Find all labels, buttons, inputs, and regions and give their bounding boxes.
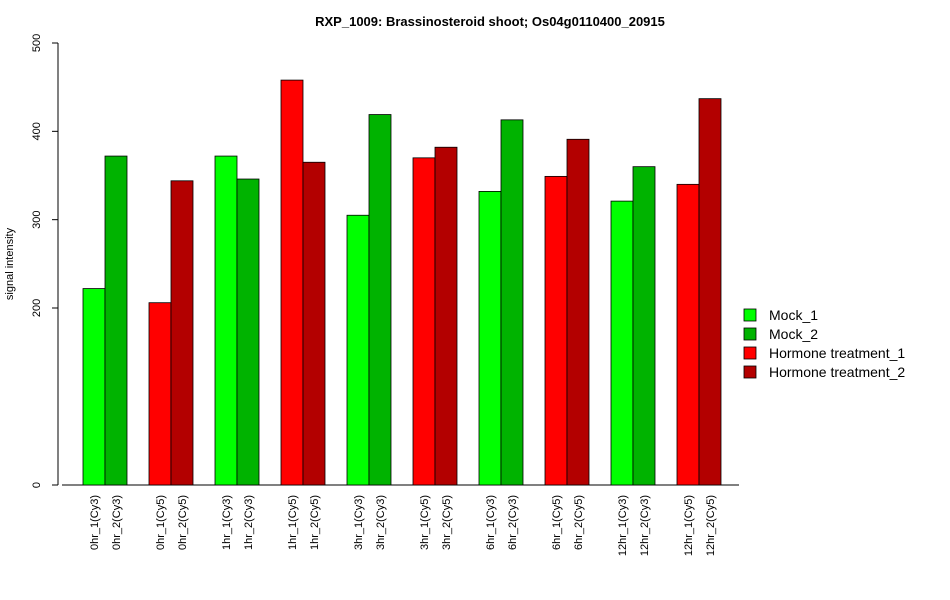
- bar: [698, 98, 722, 486]
- bars-group: [82, 79, 722, 486]
- legend-swatch: [743, 365, 757, 379]
- x-tick-label: 6hr_1(Cy3): [485, 495, 497, 550]
- x-tick-label: 6hr_2(Cy3): [507, 495, 519, 550]
- x-tick-label: 3hr_2(Cy5): [441, 495, 453, 550]
- x-tick-label: 1hr_1(Cy5): [287, 495, 299, 550]
- x-tick-label: 0hr_2(Cy3): [111, 495, 123, 550]
- bar: [170, 180, 194, 486]
- bar: [82, 288, 106, 486]
- x-tick-label: 1hr_2(Cy5): [309, 495, 321, 550]
- bar: [632, 166, 656, 486]
- x-tick-label: 6hr_1(Cy5): [551, 495, 563, 550]
- bar: [368, 114, 392, 486]
- legend-swatch: [743, 346, 757, 360]
- x-tick-label: 3hr_1(Cy3): [353, 495, 365, 550]
- y-axis-label: signal intensity: [4, 227, 16, 300]
- x-tick-label: 0hr_1(Cy5): [155, 495, 167, 550]
- bar: [544, 175, 568, 486]
- legend-swatch: [743, 327, 757, 341]
- x-tick-label: 6hr_2(Cy5): [573, 495, 585, 550]
- bar: [478, 190, 502, 486]
- bar: [412, 157, 436, 486]
- bar: [148, 302, 172, 486]
- x-tick-label: 0hr_2(Cy5): [177, 495, 189, 550]
- x-tick-label: 12hr_2(Cy5): [705, 495, 717, 556]
- y-tick-label: 300: [31, 210, 43, 228]
- bar: [302, 161, 326, 486]
- y-axis: 0 200 300 400 500: [31, 34, 59, 488]
- y-tick-label: 400: [31, 122, 43, 140]
- y-tick-label: 0: [31, 482, 43, 488]
- legend-label: Hormone treatment_1: [769, 345, 905, 361]
- bar: [236, 178, 260, 486]
- chart-title: RXP_1009: Brassinosteroid shoot; Os04g01…: [315, 14, 665, 29]
- x-tick-label: 3hr_2(Cy3): [375, 495, 387, 550]
- x-tick-label: 12hr_1(Cy5): [683, 495, 695, 556]
- bar: [346, 214, 370, 486]
- bar: [434, 146, 458, 486]
- x-tick-label: 12hr_1(Cy3): [617, 495, 629, 556]
- bar: [500, 119, 524, 486]
- y-tick-label: 200: [31, 299, 43, 317]
- bar: [566, 138, 590, 486]
- bar: [676, 183, 700, 486]
- x-tick-label: 1hr_2(Cy3): [243, 495, 255, 550]
- bar: [214, 155, 238, 486]
- legend-label: Mock_2: [769, 326, 818, 342]
- legend: Mock_1 Mock_2 Hormone treatment_1 Hormone t…: [743, 307, 905, 380]
- legend-label: Hormone treatment_2: [769, 364, 905, 380]
- bar: [104, 155, 128, 486]
- y-tick-label: 500: [31, 34, 43, 52]
- x-tick-label: 0hr_1(Cy3): [89, 495, 101, 550]
- x-tick-label: 1hr_1(Cy3): [221, 495, 233, 550]
- x-tick-label: 3hr_1(Cy5): [419, 495, 431, 550]
- x-tick-label: 12hr_2(Cy3): [639, 495, 651, 556]
- legend-label: Mock_1: [769, 307, 818, 323]
- bar: [280, 79, 304, 486]
- legend-swatch: [743, 308, 757, 322]
- x-axis: 0hr_1(Cy3) 0hr_2(Cy3) 0hr_1(Cy5) 0hr_2(Cy5)…: [62, 484, 739, 556]
- bar: [610, 200, 634, 486]
